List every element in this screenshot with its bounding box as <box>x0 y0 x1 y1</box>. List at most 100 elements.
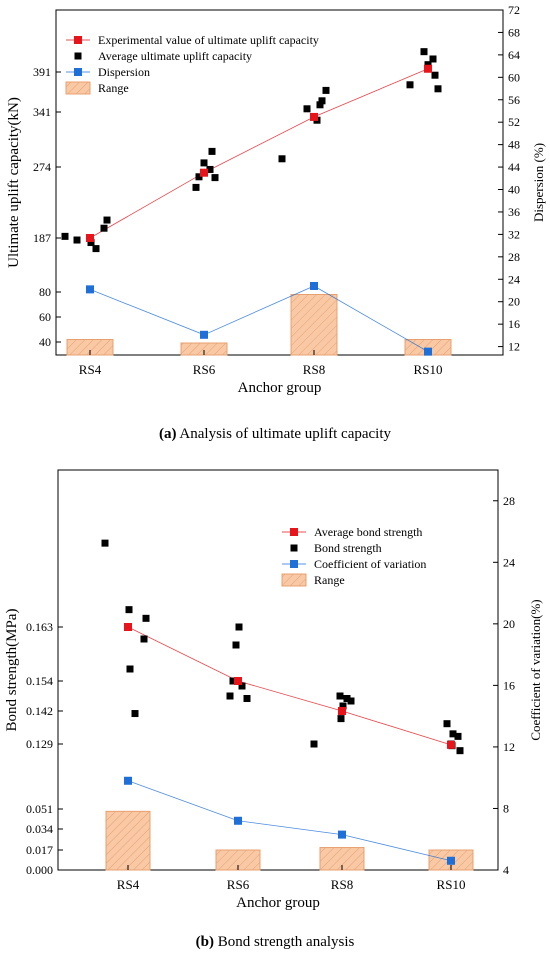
scatter-point <box>195 173 203 181</box>
legend-label: Average bond strength <box>314 525 422 539</box>
scatter-point <box>318 97 326 105</box>
legend-label: Dispersion <box>98 65 150 79</box>
y-tick-label: 0.163 <box>26 620 53 634</box>
y2-tick-label: 44 <box>508 160 520 174</box>
legend-label: Coefficient of variation <box>314 557 426 571</box>
y2-tick-label: 36 <box>508 205 520 219</box>
x-tick-label: RS4 <box>117 877 140 892</box>
plot-frame <box>55 9 504 356</box>
y-tick-label: 0.154 <box>26 674 53 688</box>
y-tick-label: 274 <box>33 160 51 174</box>
scatter-point <box>206 165 214 173</box>
scatter-point <box>140 635 148 643</box>
chart-b: 0.000 0.017 0.034 0.051 0.129 0.142 0.154 0.163… <box>4 469 543 911</box>
legend-label: Range <box>314 573 345 587</box>
legend-label: Range <box>98 81 129 95</box>
y-tick-label: 0.000 <box>26 863 53 877</box>
y-tick-label: 40 <box>39 335 51 349</box>
average-point <box>234 677 242 685</box>
legend-marker <box>74 52 82 60</box>
legend-label: Experimental value of ultimate uplift ca… <box>98 33 319 47</box>
average-point <box>86 234 94 242</box>
scatter-point <box>454 732 462 740</box>
scatter-point <box>235 623 243 631</box>
chart-a: 40 60 80 187 274 341 391 12 16 20 24 28 32 36 40 44 48 52… <box>6 3 546 396</box>
average-point <box>338 707 346 715</box>
scatter-point <box>434 85 442 93</box>
average-point <box>310 112 318 121</box>
y2-tick-label: 20 <box>503 617 515 631</box>
x-tick-label: RS6 <box>227 877 250 892</box>
scatter-point <box>131 710 139 718</box>
dispersion-point <box>124 776 132 785</box>
y2-tick-label: 16 <box>503 678 515 692</box>
scatter-point <box>316 101 324 109</box>
scatter-point <box>431 71 439 79</box>
y2-tick-label: 24 <box>508 272 520 286</box>
scatter-point <box>208 147 216 155</box>
y-tick-label: 0.142 <box>26 704 53 718</box>
dispersion-point <box>338 830 346 839</box>
dispersion-point <box>310 282 318 290</box>
scatter-point <box>420 48 428 56</box>
scatter-point <box>406 81 414 89</box>
y2-tick-label: 52 <box>508 115 520 129</box>
y-axis-title: Ultimate uplift capacity(kN) <box>6 97 22 268</box>
scatter-point <box>337 715 345 723</box>
scatter-point <box>87 239 95 247</box>
dispersion-line <box>127 780 452 862</box>
y2-tick-label: 16 <box>508 317 520 331</box>
scatter-point <box>200 159 208 167</box>
x-tick-label: RS10 <box>437 877 466 892</box>
legend-label: Bond strength <box>314 541 382 555</box>
plot-frame <box>57 469 499 871</box>
y2-tick-label: 8 <box>503 801 509 815</box>
x-axis-title: Anchor group <box>238 380 322 396</box>
scatter-point <box>347 697 355 705</box>
legend-marker <box>290 560 298 568</box>
scatter-point <box>92 245 100 253</box>
legend-swatch <box>65 81 91 95</box>
scatter-point <box>126 665 134 673</box>
caption-a: (a) Analysis of ultimate uplift capacity <box>0 426 550 443</box>
chart-panel-a: 40 60 80 187 274 341 391 12 16 20 24 28 32 36 40 44 48 52… <box>0 0 550 450</box>
scatter-point <box>61 232 69 240</box>
y2-tick-label: 12 <box>503 740 515 754</box>
average-point <box>447 740 455 749</box>
y-axis-title: Bond strength(MPa) <box>4 609 20 732</box>
scatter-point <box>125 606 133 614</box>
scatter-point <box>310 740 318 748</box>
average-line <box>127 626 452 746</box>
x-tick-label: RS8 <box>331 877 353 892</box>
y2-axis-title: Coefficient of variation(%) <box>528 599 543 740</box>
scatter-point <box>429 55 437 63</box>
y2-tick-label: 28 <box>503 494 515 508</box>
scatter-point <box>226 692 234 700</box>
dispersion-point <box>86 285 94 294</box>
scatter-point <box>336 692 344 700</box>
dispersion-point <box>447 856 455 865</box>
y-tick-label: 341 <box>33 105 51 119</box>
average-point <box>124 623 132 631</box>
y-tick-label: 0.051 <box>26 802 53 816</box>
y-tick-label: 0.017 <box>26 843 53 857</box>
scatter-point <box>339 702 347 710</box>
scatter-point <box>73 236 81 244</box>
y2-tick-label: 64 <box>508 48 520 62</box>
caption-a-text: Analysis of ultimate uplift capacity <box>179 426 392 442</box>
y2-tick-label: 12 <box>508 340 520 354</box>
y2-tick-label: 48 <box>508 138 520 152</box>
y-tick-label: 0.129 <box>26 737 53 751</box>
y-tick-label: 0.034 <box>26 822 53 836</box>
y-tick-label: 80 <box>39 285 51 299</box>
scatter-point <box>100 224 108 232</box>
scatter-point <box>243 695 251 702</box>
legend-swatch <box>281 573 307 587</box>
scatter-point <box>238 682 246 690</box>
scatter-point <box>449 730 457 738</box>
legend-marker <box>74 68 82 76</box>
scatter-point <box>322 86 330 94</box>
caption-b: (b) Bond strength analysis <box>0 934 550 951</box>
x-tick-label: RS4 <box>79 362 102 377</box>
scatter-point <box>101 539 109 547</box>
